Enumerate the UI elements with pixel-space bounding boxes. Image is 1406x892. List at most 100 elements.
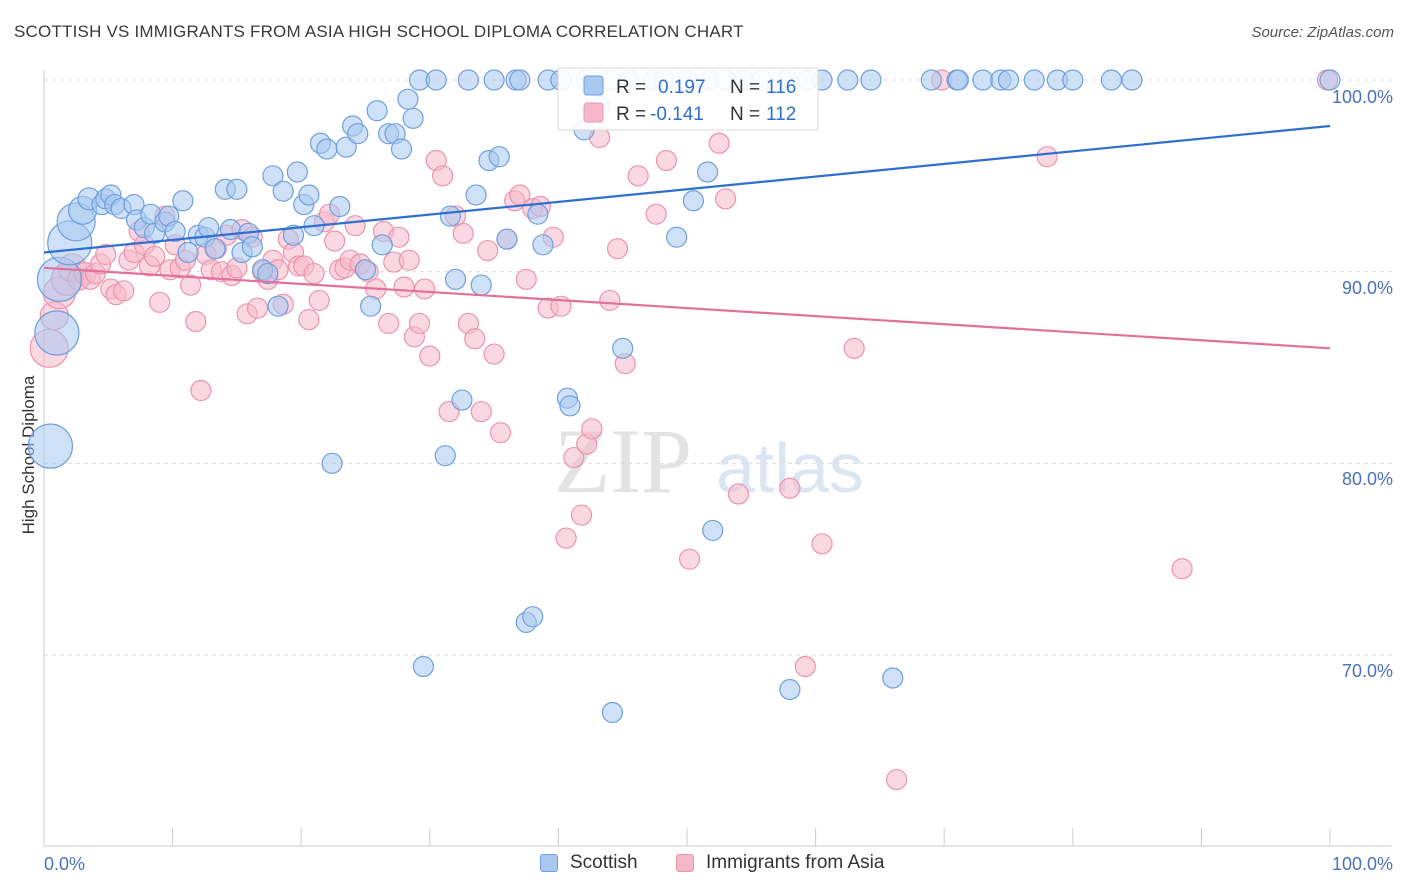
scottish-point-71 <box>496 228 518 250</box>
asia-point-13 <box>113 280 135 302</box>
asia-point-112 <box>886 768 908 791</box>
scottish-point-51 <box>366 100 388 122</box>
asia-point-10 <box>95 243 117 266</box>
scottish-trend-line <box>43 124 1331 254</box>
scottish-point-0 <box>27 423 74 469</box>
legend-n-label-2: N = <box>730 104 765 125</box>
legend-r-value-2: -0.141 <box>650 104 704 125</box>
asia-trend-line <box>43 266 1331 350</box>
scottish-point-35 <box>267 295 289 317</box>
x-ticks <box>43 828 1331 846</box>
scottish-point-56 <box>397 88 419 110</box>
scottish-point-36 <box>272 180 294 202</box>
asia-point-86 <box>515 268 537 290</box>
scottish-point-107 <box>920 69 942 91</box>
y-tick-label-100: 100.0% <box>1332 87 1393 107</box>
asia-point-39 <box>246 297 269 319</box>
asia-point-107 <box>727 483 750 505</box>
asia-point-109 <box>794 655 816 678</box>
scottish-point-118 <box>1319 69 1341 91</box>
scottish-point-1 <box>34 310 80 356</box>
scottish-point-106 <box>882 667 904 689</box>
legend-item-asia[interactable]: Immigrants from Asia <box>676 852 884 874</box>
legend-r-value-1: 0.197 <box>658 77 706 98</box>
scottish-point-52 <box>371 234 393 256</box>
scottish-point-57 <box>402 107 424 129</box>
scottish-point-65 <box>457 69 479 91</box>
asia-point-82 <box>489 422 512 444</box>
scottish-point-60 <box>425 69 447 91</box>
asia-point-71 <box>419 345 441 367</box>
scottish-point-48 <box>347 123 369 145</box>
asia-point-114 <box>1036 146 1058 168</box>
scottish-point-40 <box>298 184 320 206</box>
legend-r-label-1: R = <box>616 77 651 98</box>
scottish-point-66 <box>465 184 487 206</box>
legend-n-value-2: 112 <box>766 104 796 125</box>
scottish-point-70 <box>488 146 510 168</box>
asia-point-108 <box>779 477 801 499</box>
legend-scottish-swatch <box>583 75 604 96</box>
asia-point-78 <box>464 328 486 350</box>
asia-point-96 <box>581 418 603 440</box>
scottish-point-34 <box>262 165 284 187</box>
scottish-point-55 <box>390 138 413 160</box>
asia-swatch <box>676 854 694 872</box>
y-tick-label-70: 70.0% <box>1342 661 1393 681</box>
asia-point-28 <box>190 379 212 402</box>
scottish-point-86 <box>601 701 624 724</box>
asia-point-26 <box>180 274 202 296</box>
source-credit: Source: ZipAtlas.com <box>1251 24 1394 41</box>
asia-point-101 <box>627 165 649 187</box>
scottish-point-101 <box>779 678 801 701</box>
asia-point-63 <box>378 312 400 335</box>
asia-point-76 <box>452 222 474 244</box>
asia-point-93 <box>563 446 585 469</box>
asia-point-73 <box>432 165 454 187</box>
asia-point-115 <box>1171 558 1193 580</box>
scottish-point-61 <box>434 445 456 467</box>
scottish-point-75 <box>522 606 544 628</box>
asia-point-110 <box>811 533 833 555</box>
scottish-point-87 <box>612 337 634 359</box>
scottish-swatch <box>540 854 558 872</box>
scottish-point-62 <box>439 205 461 227</box>
scottish-point-67 <box>470 274 492 296</box>
scottish-point-77 <box>532 234 554 256</box>
asia-point-69 <box>408 312 431 335</box>
chart-title: SCOTTISH VS IMMIGRANTS FROM ASIA HIGH SC… <box>14 22 744 41</box>
scottish-point-46 <box>335 136 357 158</box>
legend-label-asia: Immigrants from Asia <box>706 852 885 873</box>
scottish-point-31 <box>241 236 263 258</box>
scottish-point-19 <box>164 220 186 243</box>
scottish-point-116 <box>1100 69 1122 91</box>
scottish-point-49 <box>354 259 377 281</box>
asia-point-105 <box>708 132 730 154</box>
asia-point-104 <box>678 548 701 570</box>
scottish-point-69 <box>483 69 505 91</box>
asia-point-94 <box>570 504 593 526</box>
scottish-point-59 <box>412 655 434 678</box>
asia-point-103 <box>655 149 678 172</box>
asia-point-58 <box>344 215 366 237</box>
asia-point-50 <box>303 262 325 285</box>
legend-asia-swatch <box>583 102 604 123</box>
asia-point-102 <box>645 203 667 225</box>
scottish-point-81 <box>559 395 581 417</box>
asia-point-98 <box>599 289 621 312</box>
scottish-point-37 <box>282 224 305 246</box>
scottish-point-45 <box>329 195 351 218</box>
asia-point-79 <box>470 400 492 423</box>
scottish-point-76 <box>527 203 549 225</box>
legend-top: R = 0.197 N = 116 R = -0.141 N = 112 <box>557 67 819 131</box>
y-tick-label-80: 80.0% <box>1342 469 1393 489</box>
scottish-point-21 <box>177 241 199 264</box>
scottish-point-96 <box>702 519 724 542</box>
asia-point-51 <box>308 289 330 312</box>
legend-item-scottish[interactable]: Scottish <box>540 852 638 874</box>
scottish-point-110 <box>972 69 994 91</box>
scottish-point-25 <box>204 238 226 260</box>
legend-n-label-1: N = <box>730 77 765 98</box>
scottish-point-113 <box>1023 69 1045 91</box>
asia-point-106 <box>714 188 737 210</box>
